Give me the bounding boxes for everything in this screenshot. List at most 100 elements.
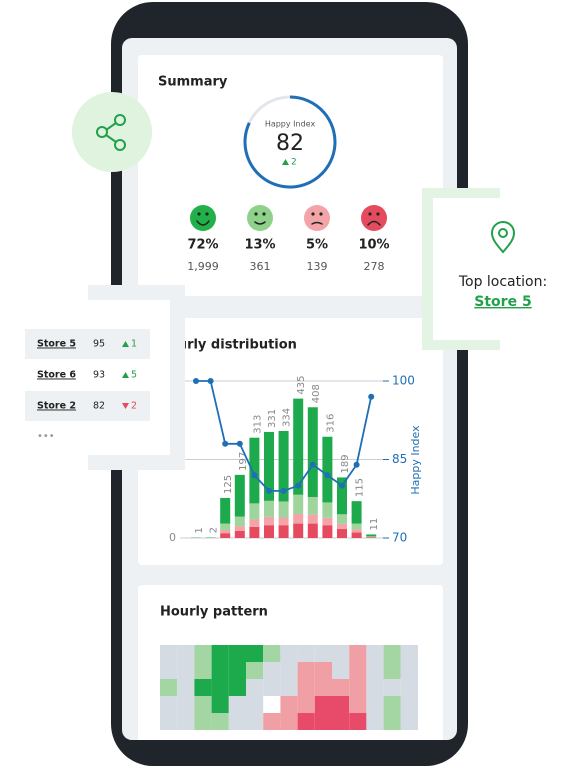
location-label: Top location: (458, 274, 547, 290)
pattern-cell (400, 679, 418, 696)
pattern-cell (383, 662, 401, 679)
mood-eye (376, 212, 380, 216)
pattern-cell (160, 713, 178, 730)
bar-total-label: 2 (209, 527, 220, 533)
happy-index-point (236, 440, 243, 447)
bar-segment (249, 503, 260, 520)
bar-total-label: 11 (369, 518, 380, 531)
bar-segment (278, 525, 289, 538)
bar-segment (322, 436, 333, 503)
mood-count: 139 (307, 260, 328, 273)
store-value: 82 (93, 401, 105, 412)
mood-mouth (196, 220, 210, 226)
bar-segment (322, 502, 333, 518)
bar-total-label: 331 (267, 409, 278, 428)
happy-index-point (266, 487, 272, 494)
mood-percent: 5% (306, 238, 328, 253)
bar-segment (293, 494, 304, 514)
store-name[interactable]: Store 6 (37, 370, 76, 381)
bar-segment (366, 534, 377, 537)
distribution-card (138, 318, 443, 565)
mood-percent: 72% (187, 238, 218, 253)
pattern-cell (280, 645, 298, 662)
pattern-cell (332, 713, 350, 730)
pattern-cell (280, 662, 298, 679)
mood-eye (368, 212, 372, 216)
mood-count: 278 (364, 260, 385, 273)
bar-segment (366, 536, 377, 538)
mood-mouth (254, 221, 266, 225)
mood-mouth (367, 220, 381, 226)
pattern-cell (160, 662, 178, 679)
pattern-cell (177, 696, 195, 713)
bar-segment (234, 530, 245, 538)
bar-segment (234, 516, 245, 527)
bar-segment (293, 398, 304, 495)
location-store[interactable]: Store 5 (474, 294, 531, 310)
trend-arrow (282, 159, 289, 165)
pattern-cell (366, 713, 384, 730)
share-button[interactable] (72, 92, 152, 172)
pattern-cell (297, 713, 315, 730)
share-icon[interactable] (96, 114, 126, 151)
gauge-value: 82 (276, 131, 304, 156)
store-list-more[interactable]: ••• (37, 431, 55, 442)
pattern-cell (228, 713, 246, 730)
pattern-cell (246, 713, 264, 730)
store-name[interactable]: Store 5 (37, 339, 76, 350)
mood-eye (262, 212, 266, 216)
gauge-arc (243, 95, 337, 189)
pattern-cell (349, 679, 367, 696)
pattern-cell (366, 696, 384, 713)
pattern-cell (228, 662, 246, 679)
pattern-cell (297, 662, 315, 679)
gauge-change: 2 (291, 158, 297, 168)
pattern-cell (297, 645, 315, 662)
trend-arrow (122, 403, 129, 409)
pattern-cell (349, 713, 367, 730)
pattern-cell (177, 645, 195, 662)
pattern-cell (160, 645, 178, 662)
pattern-cell (332, 662, 350, 679)
bar-segment (351, 501, 362, 524)
mood-percent: 10% (358, 238, 389, 253)
pattern-cell (194, 662, 212, 679)
store-name[interactable]: Store 2 (37, 401, 76, 412)
bar-segment (234, 526, 245, 531)
happy-index-point (222, 440, 229, 447)
bar-total-label: 316 (325, 414, 336, 433)
pattern-cell (211, 679, 229, 696)
bar-segment (307, 523, 318, 538)
pattern-cell (383, 679, 401, 696)
bar-segment (337, 529, 347, 538)
location-card (433, 198, 573, 340)
bar-segment (249, 437, 260, 504)
pattern-cell (314, 713, 332, 730)
bar-segment (264, 525, 274, 538)
pattern-cell (332, 696, 350, 713)
happy-index-point (251, 472, 258, 479)
happy-index-point (193, 378, 199, 384)
bar-segment (249, 519, 260, 527)
pattern-cell (366, 645, 384, 662)
bar-segment (337, 523, 347, 530)
pattern-cell (366, 662, 384, 679)
mood-face (304, 205, 330, 231)
pattern-cell (246, 696, 264, 713)
bar-total-label: 435 (296, 376, 307, 395)
bar-segment (351, 529, 362, 533)
pattern-cell (177, 662, 195, 679)
pattern-cell (400, 696, 418, 713)
pattern-cell (332, 645, 350, 662)
pattern-cell (314, 679, 332, 696)
y-tick-label: 0 (169, 531, 176, 544)
store-change: 5 (131, 370, 137, 381)
share-circle[interactable] (72, 92, 152, 172)
happy-index-point (295, 482, 302, 489)
bar-segment (249, 526, 260, 538)
pattern-cell (211, 696, 229, 713)
pattern-cell (349, 662, 367, 679)
bar-total-label: 189 (340, 454, 351, 473)
pattern-cell (383, 713, 401, 730)
